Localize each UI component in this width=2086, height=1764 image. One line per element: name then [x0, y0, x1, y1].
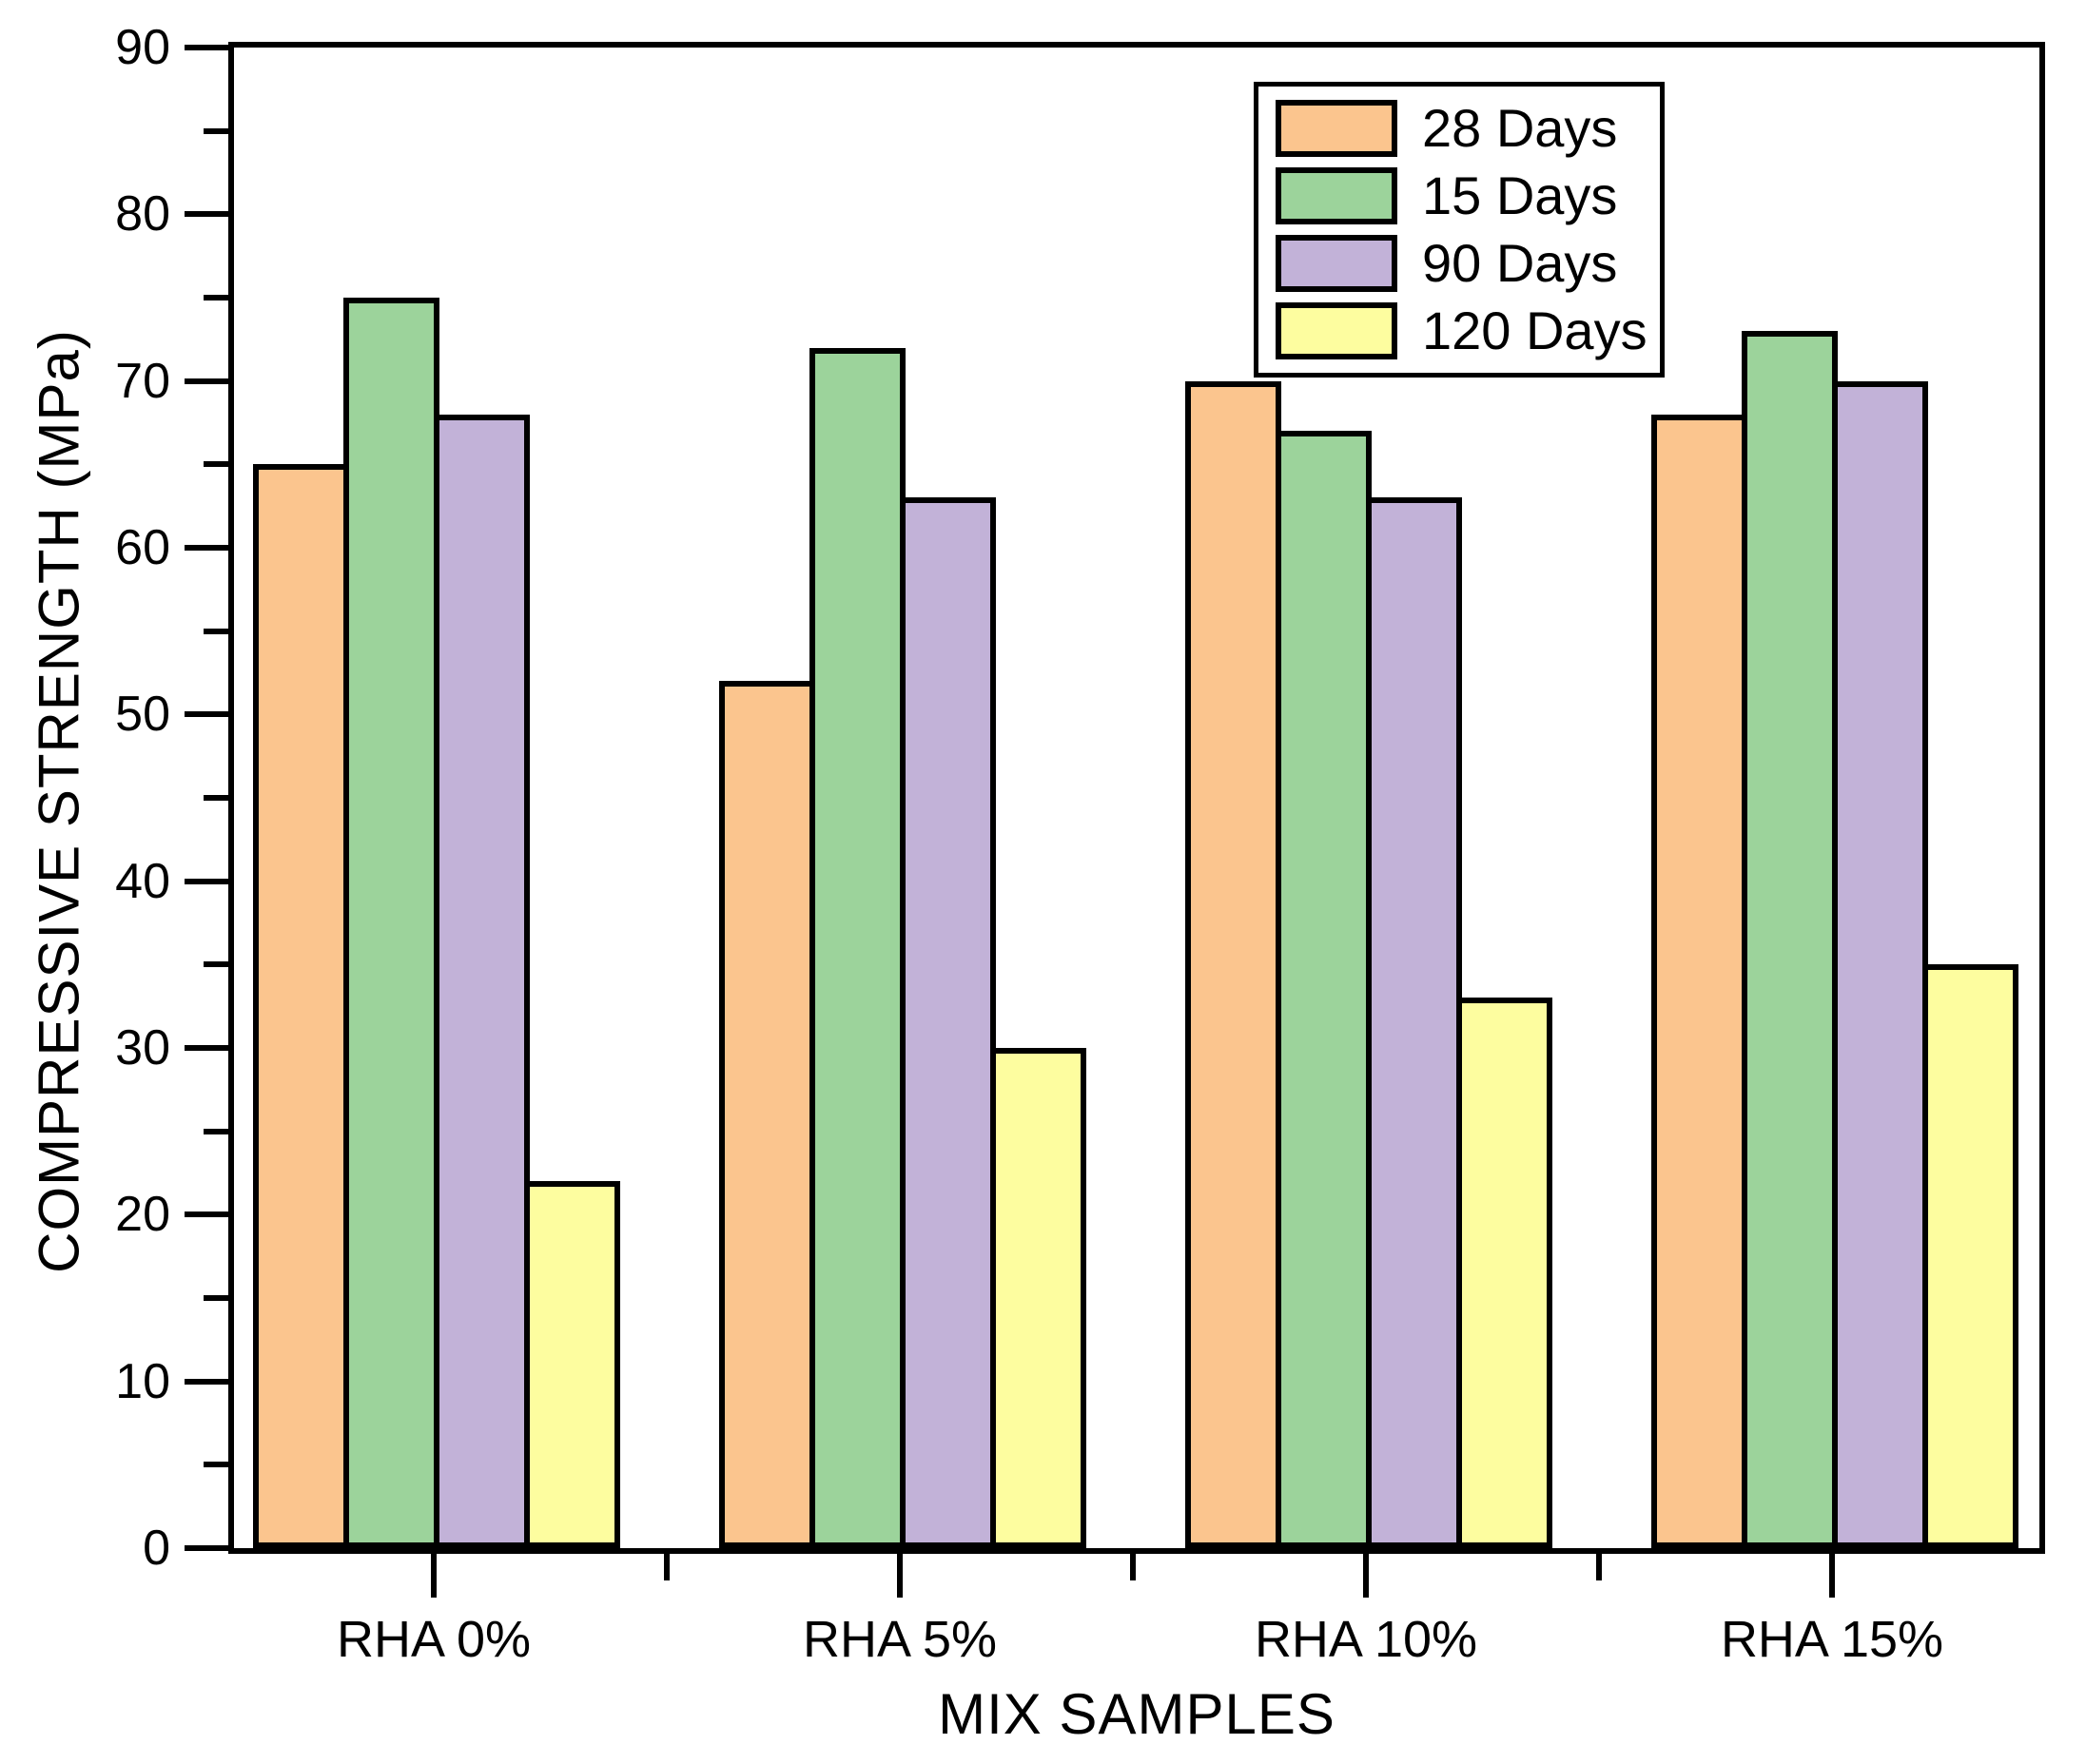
bar-15-days-rha-0- [343, 298, 439, 1548]
x-major-tick [1363, 1554, 1369, 1598]
x-minor-tick [664, 1554, 670, 1580]
y-tick-label: 80 [115, 186, 170, 242]
x-minor-tick [1596, 1554, 1602, 1580]
y-minor-tick [204, 1295, 228, 1301]
x-axis-title: MIX SAMPLES [938, 1682, 1335, 1746]
legend-item: 120 Days [1276, 302, 1647, 359]
y-major-tick [185, 1045, 228, 1051]
y-tick-label: 50 [115, 687, 170, 743]
y-major-tick [185, 711, 228, 718]
bar-90-days-rha-10- [1366, 497, 1462, 1548]
legend-swatch-15-days [1276, 167, 1397, 224]
y-major-tick [185, 211, 228, 218]
bar-90-days-rha-0- [434, 415, 530, 1548]
y-tick-label: 30 [115, 1020, 170, 1076]
y-tick-label: 60 [115, 520, 170, 575]
legend-swatch-28-days [1276, 100, 1397, 157]
legend-swatch-90-days [1276, 235, 1397, 292]
bar-28-days-rha-0- [253, 464, 349, 1548]
y-major-tick [185, 878, 228, 884]
legend-label: 120 Days [1422, 300, 1647, 360]
legend-item: 90 Days [1276, 235, 1643, 292]
legend-label: 15 Days [1422, 165, 1618, 225]
y-minor-tick [204, 1128, 228, 1134]
plot-area: 28 Days 15 Days 90 Days 120 Days [228, 42, 2045, 1554]
y-major-tick [185, 1545, 228, 1551]
bar-15-days-rha-15- [1742, 331, 1838, 1548]
x-tick-label: RHA 0% [336, 1611, 532, 1668]
bar-90-days-rha-5- [900, 497, 996, 1548]
bar-28-days-rha-10- [1185, 381, 1281, 1548]
x-minor-tick [1130, 1554, 1136, 1580]
bar-15-days-rha-10- [1276, 431, 1372, 1548]
bar-120-days-rha-0- [524, 1181, 620, 1548]
bar-28-days-rha-15- [1651, 415, 1747, 1548]
y-minor-tick [204, 1462, 228, 1468]
x-tick-label: RHA 5% [802, 1611, 998, 1668]
x-major-tick [897, 1554, 903, 1598]
legend: 28 Days 15 Days 90 Days 120 Days [1254, 82, 1665, 378]
y-minor-tick [204, 795, 228, 801]
bar-15-days-rha-5- [809, 348, 906, 1548]
y-minor-tick [204, 961, 228, 968]
legend-label: 28 Days [1422, 98, 1618, 158]
y-major-tick [185, 545, 228, 551]
y-minor-tick [204, 295, 228, 300]
y-tick-label: 70 [115, 353, 170, 409]
legend-swatch-120-days [1276, 302, 1397, 359]
y-major-tick [185, 1378, 228, 1385]
y-tick-label: 40 [115, 853, 170, 909]
legend-item: 15 Days [1276, 167, 1643, 224]
bar-90-days-rha-15- [1832, 381, 1928, 1548]
bar-120-days-rha-15- [1922, 964, 2018, 1548]
x-major-tick [1829, 1554, 1835, 1598]
y-minor-tick [204, 461, 228, 468]
y-tick-label: 20 [115, 1187, 170, 1243]
bar-120-days-rha-10- [1456, 998, 1552, 1548]
y-minor-tick [204, 628, 228, 634]
x-major-tick [431, 1554, 437, 1598]
y-axis-title: COMPRESSIVE STRENGTH (MPa) [27, 329, 91, 1273]
y-major-tick [185, 45, 228, 50]
x-tick-label: RHA 15% [1720, 1611, 1944, 1668]
bar-28-days-rha-5- [719, 681, 815, 1548]
y-major-tick [185, 378, 228, 384]
bar-120-days-rha-5- [990, 1048, 1086, 1548]
y-tick-label: 10 [115, 1353, 170, 1409]
x-tick-label: RHA 10% [1254, 1611, 1478, 1668]
y-minor-tick [204, 127, 228, 134]
y-tick-label: 90 [115, 20, 170, 75]
legend-item: 28 Days [1276, 100, 1643, 157]
legend-label: 90 Days [1422, 233, 1618, 293]
bars-container [234, 48, 2039, 1548]
y-major-tick [185, 1212, 228, 1218]
y-tick-label: 0 [143, 1521, 170, 1576]
